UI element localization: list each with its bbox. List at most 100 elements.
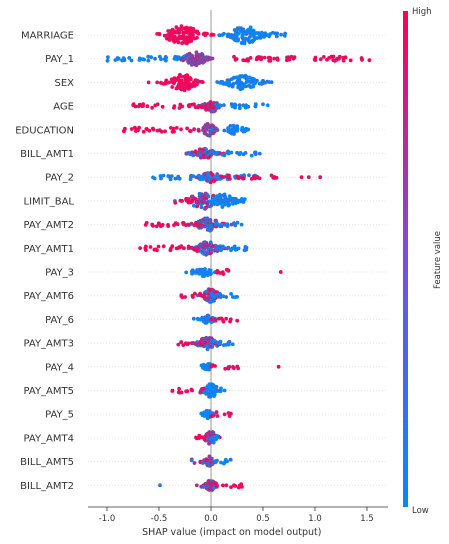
shap-dot xyxy=(149,55,154,60)
shap-dot xyxy=(180,199,185,203)
feature-label: LIMIT_BAL xyxy=(24,196,75,207)
shap-dot xyxy=(170,85,175,89)
colorbar: High Low Feature value xyxy=(403,7,443,516)
shap-dot xyxy=(248,85,253,89)
shap-dot xyxy=(186,244,191,249)
shap-dot xyxy=(165,36,169,41)
shap-dot xyxy=(253,150,257,155)
shap-dot xyxy=(202,434,207,439)
shap-dot xyxy=(222,412,227,417)
shap-dot xyxy=(146,54,151,59)
shap-dot xyxy=(224,483,229,488)
shap-dot xyxy=(217,33,222,37)
shap-dot xyxy=(222,31,226,36)
shap-dot xyxy=(185,126,190,131)
x-axis: -1.0 -0.5 0.0 0.5 1.0 1.5 xyxy=(88,506,388,524)
x-tick-label: 0.5 xyxy=(256,514,270,524)
shap-dot xyxy=(201,460,205,465)
shap-dot xyxy=(245,76,250,81)
shap-dot xyxy=(203,390,207,394)
shap-dot xyxy=(106,55,110,59)
shap-dot xyxy=(193,342,198,346)
shap-dot xyxy=(174,86,179,91)
shap-dot xyxy=(201,56,206,60)
shap-dot xyxy=(171,126,176,131)
feature-label: PAY_AMT3 xyxy=(23,339,74,350)
shap-dot xyxy=(206,431,211,436)
shap-outlier-dot xyxy=(299,175,304,180)
shap-dot xyxy=(239,482,244,486)
shap-dot xyxy=(189,341,194,345)
shap-dot xyxy=(248,25,253,30)
shap-dot xyxy=(215,414,220,418)
x-tick-label: 1.0 xyxy=(308,514,322,524)
shap-dot xyxy=(184,270,189,275)
shap-dot xyxy=(244,103,249,108)
shap-dot xyxy=(207,199,212,204)
x-tick-label: 1.5 xyxy=(360,514,374,524)
shap-dot xyxy=(249,153,254,158)
shap-dot xyxy=(157,32,162,37)
shap-dot xyxy=(194,197,198,202)
shap-dot xyxy=(181,35,186,40)
shap-dot xyxy=(224,295,229,299)
shap-dot xyxy=(205,347,210,352)
shap-dot xyxy=(329,54,334,59)
shap-dot xyxy=(212,178,216,183)
shap-dot xyxy=(182,81,187,86)
shap-dot xyxy=(195,246,200,251)
shap-dot xyxy=(240,126,245,131)
shap-dot xyxy=(211,198,216,203)
shap-dot xyxy=(191,295,195,299)
shap-dot xyxy=(237,31,241,36)
shap-dot xyxy=(209,32,214,37)
shap-dot xyxy=(214,126,219,131)
shap-dot xyxy=(229,150,234,155)
shap-dot xyxy=(207,441,211,446)
shap-dot xyxy=(168,177,173,182)
shap-dot xyxy=(228,319,233,324)
shap-dot xyxy=(237,26,242,30)
shap-dot xyxy=(337,54,342,59)
shap-dot xyxy=(209,414,214,419)
shap-dot xyxy=(334,57,339,62)
shap-dot xyxy=(177,82,181,87)
shap-dot xyxy=(201,153,206,158)
shap-dot xyxy=(203,267,208,271)
shap-dot xyxy=(223,223,227,227)
shap-dot xyxy=(173,200,178,205)
shap-dot xyxy=(141,129,146,134)
shap-dot xyxy=(227,130,232,135)
shap-dot xyxy=(189,173,194,178)
shap-dot xyxy=(160,104,165,109)
shap-dot xyxy=(214,200,219,205)
shap-dot xyxy=(188,129,192,133)
shap-dot xyxy=(230,342,235,347)
feature-labels: MARRIAGE PAY_1 SEX AGE EDUCATION BILL_AMT1 PAY… xyxy=(15,31,74,492)
shap-dot xyxy=(184,41,188,45)
shap-dot xyxy=(198,242,203,247)
shap-dot xyxy=(166,174,171,178)
shap-dot xyxy=(261,78,265,83)
shap-dot xyxy=(191,316,196,321)
shap-dot xyxy=(228,177,232,181)
shap-dot xyxy=(235,127,240,131)
shap-dot xyxy=(239,81,244,85)
shap-dot xyxy=(195,78,200,83)
shap-dot xyxy=(259,55,264,60)
feature-label: PAY_AMT4 xyxy=(23,433,74,444)
shap-dot xyxy=(239,222,244,227)
shap-dot xyxy=(194,61,199,66)
shap-dot xyxy=(212,248,217,253)
shap-dot xyxy=(224,316,229,321)
shap-dot xyxy=(232,483,236,488)
shap-dot xyxy=(244,36,248,41)
shap-dot xyxy=(341,58,346,63)
shap-dot xyxy=(198,291,203,296)
shap-dot xyxy=(206,172,211,177)
shap-dot xyxy=(242,75,247,79)
shap-dot xyxy=(243,128,248,133)
shap-dot xyxy=(252,81,257,86)
shap-dot xyxy=(241,58,246,63)
feature-label: PAY_4 xyxy=(45,362,74,373)
